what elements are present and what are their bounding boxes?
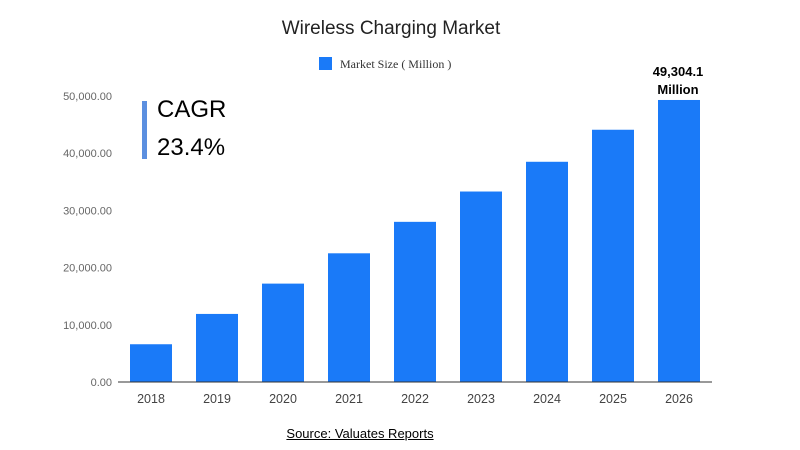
cagr-annotation: CAGR 23.4% <box>142 96 226 161</box>
bar-2023 <box>460 191 502 382</box>
peak-unit-label: Million <box>657 82 698 97</box>
cagr-label: CAGR <box>157 96 226 123</box>
peak-value-label: 49,304.1 <box>653 64 704 79</box>
cagr-marker-bar <box>142 101 147 159</box>
cagr-value: 23.4% <box>157 134 225 161</box>
x-tick-label: 2019 <box>203 392 231 406</box>
x-tick-label: 2026 <box>665 392 693 406</box>
bars-group <box>130 99 700 383</box>
bar-2018 <box>130 344 172 382</box>
x-tick-label: 2025 <box>599 392 627 406</box>
x-tick-label: 2023 <box>467 392 495 406</box>
bar-2020 <box>262 283 304 382</box>
source-link[interactable]: Source: Valuates Reports <box>286 426 434 441</box>
legend: Market Size ( Million ) <box>319 57 451 71</box>
x-tick-label: 2021 <box>335 392 363 406</box>
y-tick-label: 0.00 <box>91 377 112 389</box>
peak-annotation: 49,304.1 Million <box>653 64 704 97</box>
bar-2022 <box>394 221 436 382</box>
x-tick-label: 2018 <box>137 392 165 406</box>
y-tick-label: 20,000.00 <box>63 263 112 275</box>
y-axis: 0.00 10,000.00 20,000.00 30,000.00 40,000.00… <box>63 91 112 389</box>
bar-2025 <box>592 129 634 382</box>
bar-2021 <box>328 253 370 382</box>
x-tick-label: 2022 <box>401 392 429 406</box>
x-axis: 2018 2019 2020 2021 2022 2023 2024 2025 2026 <box>118 381 712 406</box>
legend-swatch <box>319 57 332 70</box>
y-tick-label: 50,000.00 <box>63 91 112 103</box>
y-tick-label: 10,000.00 <box>63 320 112 332</box>
x-tick-label: 2024 <box>533 392 561 406</box>
legend-label: Market Size ( Million ) <box>340 57 451 71</box>
bar-2019 <box>196 313 238 382</box>
y-tick-label: 30,000.00 <box>63 205 112 217</box>
bar-2024 <box>526 161 568 382</box>
y-tick-label: 40,000.00 <box>63 148 112 160</box>
bar-2026 <box>658 99 700 383</box>
chart-title: Wireless Charging Market <box>282 18 501 39</box>
x-tick-label: 2020 <box>269 392 297 406</box>
